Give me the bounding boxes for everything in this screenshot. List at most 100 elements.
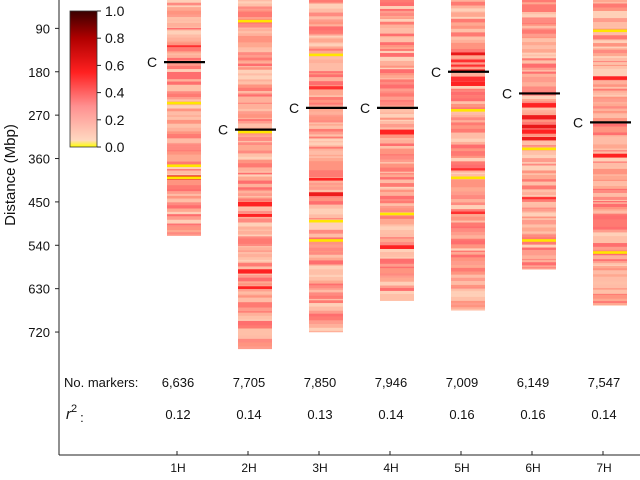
ld-band — [451, 13, 485, 18]
ld-band — [593, 26, 627, 29]
ld-band — [593, 302, 627, 306]
ld-band — [309, 19, 343, 22]
ld-band — [522, 33, 556, 38]
ld-band — [167, 54, 201, 59]
ld-band — [238, 211, 272, 213]
marker-count: 7,547 — [588, 375, 621, 390]
ld-band — [309, 146, 343, 149]
ld-band — [167, 111, 201, 116]
ld-band — [238, 17, 272, 19]
ld-band — [593, 172, 627, 175]
ld-band — [238, 307, 272, 312]
ld-band — [167, 17, 201, 20]
ld-band — [593, 88, 627, 91]
ld-band — [309, 114, 343, 117]
ld-band — [167, 19, 201, 21]
ld-band — [451, 22, 485, 26]
ld-band — [238, 69, 272, 74]
ld-band — [309, 313, 343, 317]
ld-band — [238, 306, 272, 308]
ld-band — [238, 218, 272, 223]
ld-band — [593, 301, 627, 304]
ld-band — [167, 219, 201, 224]
r2-value: 0.14 — [378, 407, 403, 422]
ld-band — [167, 192, 201, 195]
ld-band — [380, 100, 414, 102]
ld-band — [238, 212, 272, 215]
ld-band — [380, 174, 414, 178]
ld-band — [238, 100, 272, 103]
ld-band — [380, 134, 414, 139]
ld-band — [238, 28, 272, 32]
ld-band — [451, 60, 485, 65]
ld-band — [309, 325, 343, 328]
ld-band — [522, 112, 556, 116]
ld-band — [451, 244, 485, 249]
ld-band — [593, 132, 627, 136]
ld-band — [522, 99, 556, 102]
ld-band — [309, 226, 343, 231]
colorbar-tick-label: 0.6 — [105, 57, 125, 73]
ld-band — [167, 117, 201, 120]
ld-band-high — [451, 211, 485, 215]
ld-band — [238, 1, 272, 4]
ld-band — [380, 101, 414, 106]
ld-band — [593, 209, 627, 211]
ld-band-low — [238, 130, 272, 134]
ld-band — [380, 10, 414, 14]
ld-band — [593, 232, 627, 237]
ld-band — [522, 149, 556, 152]
ld-band — [380, 148, 414, 151]
ld-band — [380, 266, 414, 269]
ld-band — [238, 6, 272, 10]
ld-band — [522, 118, 556, 121]
ld-band — [167, 0, 201, 3]
ld-band — [238, 261, 272, 264]
ld-band — [238, 283, 272, 286]
ld-band-high — [451, 52, 485, 56]
ld-band — [238, 243, 272, 247]
ld-band — [451, 113, 485, 116]
ld-band — [167, 7, 201, 11]
ld-band — [380, 123, 414, 126]
ld-band — [593, 246, 627, 250]
ld-band — [380, 173, 414, 175]
ld-band — [380, 27, 414, 31]
ld-band — [522, 167, 556, 171]
ld-band — [167, 37, 201, 42]
ld-band — [309, 285, 343, 289]
ld-band — [380, 112, 414, 114]
ld-band — [238, 149, 272, 151]
ld-band — [167, 180, 201, 184]
ld-band — [451, 42, 485, 47]
ld-band — [593, 259, 627, 262]
ld-band — [167, 146, 201, 151]
ld-band — [309, 56, 343, 60]
r2-value: 0.13 — [307, 407, 332, 422]
ld-band — [309, 244, 343, 248]
ld-band — [451, 144, 485, 149]
ld-band-high — [522, 115, 556, 120]
ld-band — [167, 150, 201, 152]
ld-band — [309, 35, 343, 38]
ld-band — [309, 81, 343, 86]
ld-band — [238, 0, 272, 2]
ld-band — [593, 43, 627, 47]
ld-band — [522, 24, 556, 27]
ld-band — [451, 103, 485, 107]
ld-band — [309, 161, 343, 165]
ld-band — [238, 10, 272, 12]
ld-band — [309, 16, 343, 20]
ld-band — [309, 306, 343, 311]
ld-band — [238, 319, 272, 322]
ld-band — [309, 272, 343, 275]
ld-band — [593, 18, 627, 23]
ld-band — [451, 248, 485, 251]
ld-band — [380, 82, 414, 85]
ld-band — [451, 277, 485, 282]
ld-band — [309, 297, 343, 300]
ld-band — [451, 18, 485, 23]
ld-band — [593, 57, 627, 62]
ld-band — [238, 292, 272, 294]
ld-band — [238, 266, 272, 270]
